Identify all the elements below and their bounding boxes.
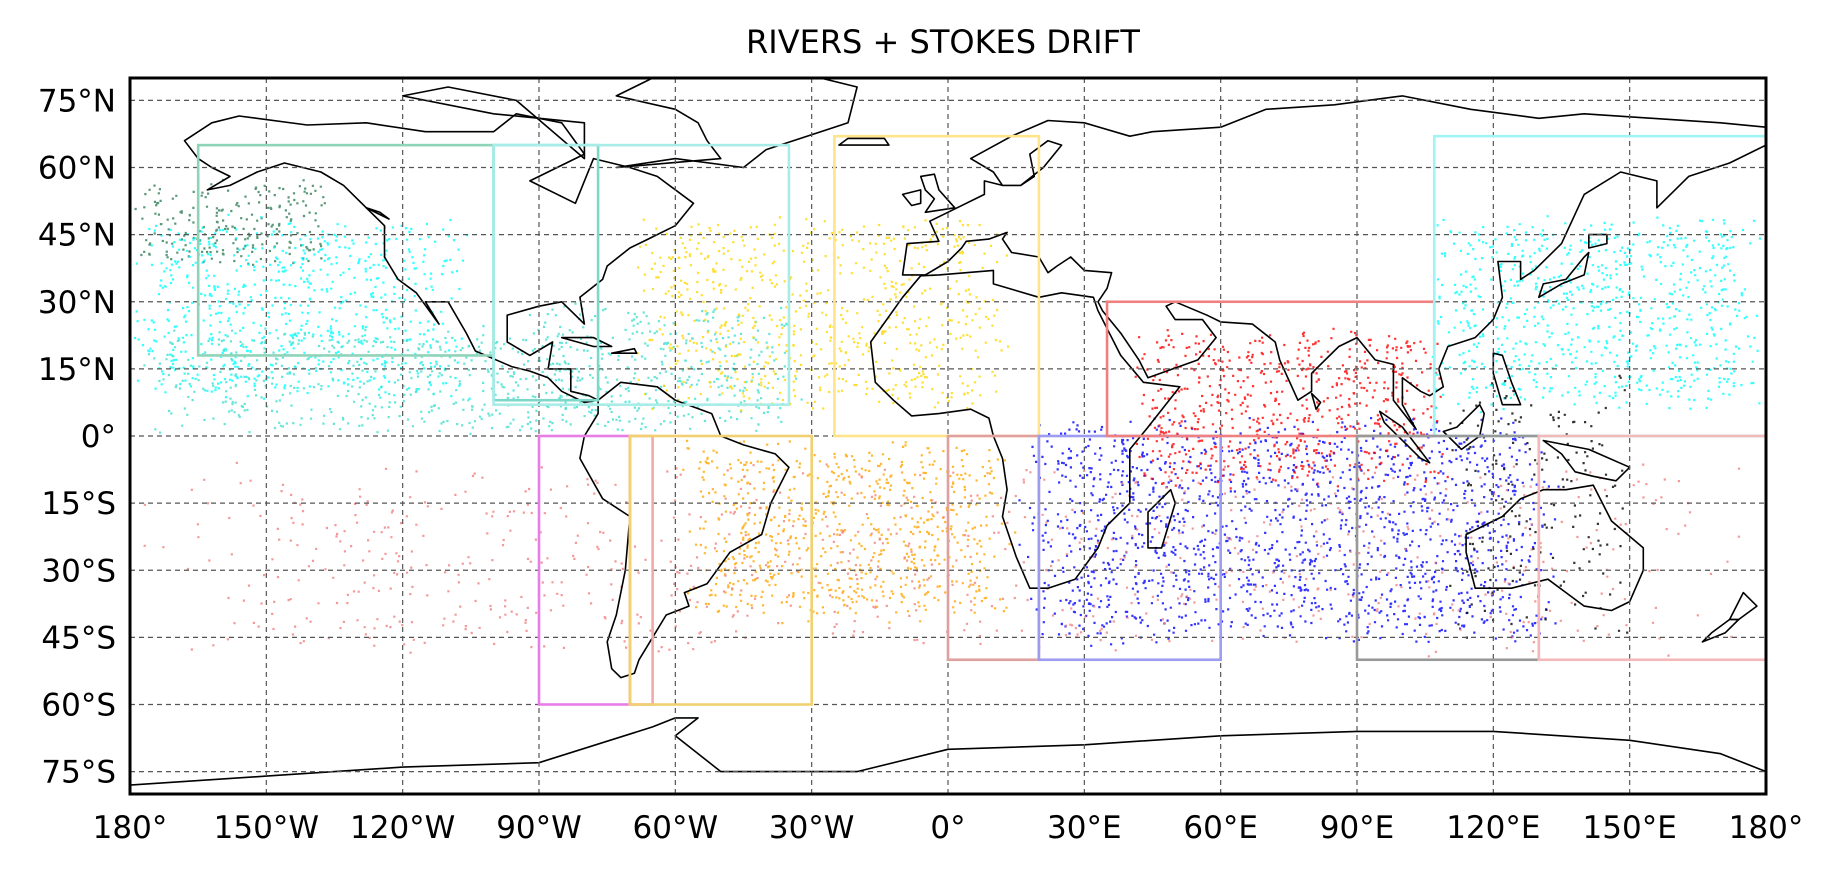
lon-tick-label: 0°	[930, 810, 965, 846]
latitude-labels: 75°N 60°N 45°N 30°N 15°N 0° 15°S 30°S 45°S 60°S 75…	[38, 83, 116, 790]
lat-tick-label: 75°S	[41, 755, 116, 791]
landmass-23	[401, 86, 586, 160]
lon-tick-label: 30°W	[769, 810, 855, 846]
lat-tick-label: 15°S	[41, 486, 116, 522]
landmass-19	[1492, 352, 1522, 406]
particle-cloud-n-indian-red	[1134, 327, 1449, 490]
map-title: RIVERS + STOKES DRIFT	[746, 23, 1140, 61]
landmass-22	[365, 207, 390, 220]
landmass-17	[560, 336, 613, 348]
lon-tick-label: 90°W	[496, 810, 582, 846]
particle-cloud-s-pacific-pink	[143, 461, 1741, 658]
region-box-australia-east	[1537, 434, 1766, 662]
source-regions	[196, 134, 1766, 706]
lon-tick-label: 60°W	[633, 810, 719, 846]
landmass-9	[1538, 251, 1590, 299]
landmass-0	[183, 113, 695, 404]
landmass-13	[1542, 439, 1631, 482]
lon-tick-label: 180°	[93, 810, 168, 846]
lat-tick-label: 60°N	[38, 151, 116, 187]
landmass-12	[1442, 403, 1485, 451]
region-box-north-atlantic-west	[492, 143, 791, 406]
landmass-6	[615, 78, 858, 169]
particle-cloud-w-pacific-cyan	[1431, 215, 1761, 414]
lat-tick-label: 60°S	[41, 688, 116, 724]
lon-tick-label: 120°E	[1446, 810, 1540, 846]
particle-cloud-s-atlantic-orange	[682, 439, 1017, 625]
region-box-south-atlantic	[628, 434, 813, 706]
lon-tick-label: 150°W	[214, 810, 319, 846]
lon-tick-label: 90°E	[1320, 810, 1395, 846]
lat-tick-label: 0°	[81, 419, 116, 455]
landmass-18	[610, 347, 638, 354]
graticule	[130, 78, 1766, 794]
landmass-11	[1378, 410, 1431, 464]
particle-cloud-n-pacific-dark	[134, 178, 326, 266]
landmass-24	[1001, 139, 1063, 187]
landmass-8	[1147, 488, 1176, 549]
landmass-21	[901, 189, 922, 207]
lon-tick-label: 60°E	[1183, 810, 1258, 846]
lat-tick-label: 45°N	[38, 218, 116, 254]
particle-cloud-e-pacific-turquoise	[143, 325, 571, 435]
landmass-2	[869, 269, 1181, 589]
lon-tick-label: 180°	[1729, 810, 1804, 846]
landmass-15	[1701, 618, 1740, 643]
landmass-7	[919, 173, 956, 214]
lat-tick-label: 45°S	[41, 620, 116, 656]
lat-tick-label: 30°S	[41, 553, 116, 589]
landmass-3	[901, 95, 1766, 431]
map-frame	[128, 76, 1768, 796]
lon-tick-label: 150°E	[1583, 810, 1677, 846]
lat-tick-label: 15°N	[38, 352, 116, 388]
landmass-20	[1310, 392, 1322, 410]
lat-tick-label: 30°N	[38, 285, 116, 321]
lon-tick-label: 30°E	[1047, 810, 1122, 846]
longitude-labels: 180° 150°W 120°W 90°W 60°W 30°W 0° 30°E 60°E 90°E…	[93, 810, 1804, 846]
lat-tick-label: 75°N	[38, 83, 116, 119]
landmass-5	[130, 717, 1766, 794]
landmass-16	[838, 137, 890, 146]
landmass-1	[579, 381, 790, 679]
region-box-north-atlantic-east	[833, 134, 1041, 438]
lon-tick-label: 120°W	[350, 810, 455, 846]
